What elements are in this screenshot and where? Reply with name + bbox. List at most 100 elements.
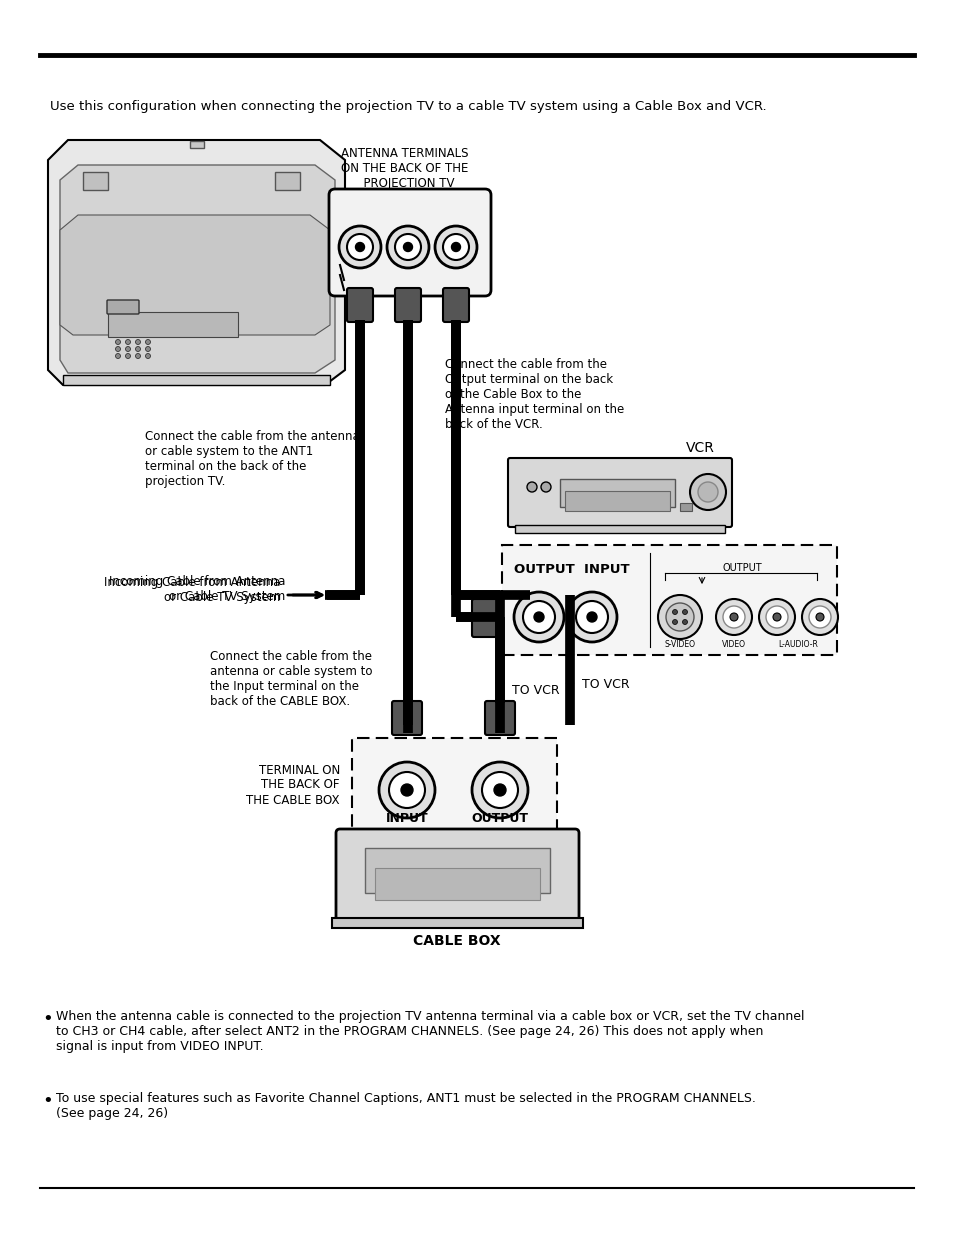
Circle shape (115, 347, 120, 352)
Circle shape (801, 599, 837, 635)
Text: Use this configuration when connecting the projection TV to a cable TV system us: Use this configuration when connecting t… (50, 100, 766, 112)
Polygon shape (60, 165, 335, 373)
Circle shape (126, 353, 131, 358)
Text: TERMINAL ON
THE BACK OF
THE CABLE BOX: TERMINAL ON THE BACK OF THE CABLE BOX (246, 763, 339, 806)
Circle shape (347, 233, 373, 261)
Text: OUTPUT: OUTPUT (721, 563, 761, 573)
Text: Incoming Cable from Antenna
or Cable TV System: Incoming Cable from Antenna or Cable TV … (109, 576, 285, 603)
Circle shape (808, 606, 830, 629)
Circle shape (442, 233, 469, 261)
Circle shape (451, 242, 460, 252)
Polygon shape (48, 140, 345, 385)
Bar (365, 848, 550, 893)
Circle shape (729, 613, 738, 621)
Circle shape (126, 340, 131, 345)
FancyBboxPatch shape (335, 829, 578, 923)
FancyBboxPatch shape (329, 189, 491, 296)
Text: Incoming Cable from Antenna
or Cable TV System: Incoming Cable from Antenna or Cable TV … (104, 576, 280, 604)
Text: ANTENNA TERMINALS
ON THE BACK OF THE
  PROJECTION TV: ANTENNA TERMINALS ON THE BACK OF THE PRO… (341, 147, 468, 190)
Bar (559, 479, 675, 508)
Circle shape (146, 347, 151, 352)
Polygon shape (60, 215, 330, 335)
Circle shape (665, 603, 693, 631)
Text: •: • (42, 1010, 52, 1028)
Circle shape (472, 762, 527, 818)
FancyBboxPatch shape (347, 288, 373, 322)
Text: L-AUDIO-R: L-AUDIO-R (778, 640, 817, 650)
Circle shape (135, 353, 140, 358)
Bar (190, 141, 204, 148)
Circle shape (540, 482, 551, 492)
Bar (564, 492, 669, 511)
Text: OUTPUT  INPUT: OUTPUT INPUT (514, 563, 629, 576)
Circle shape (566, 592, 617, 642)
Circle shape (716, 599, 751, 635)
Circle shape (146, 340, 151, 345)
Bar (83, 172, 108, 190)
Circle shape (658, 595, 701, 638)
Circle shape (126, 347, 131, 352)
Circle shape (115, 353, 120, 358)
Text: INPUT: INPUT (385, 811, 428, 825)
Circle shape (146, 353, 151, 358)
Text: Connect the cable from the antenna
or cable system to the ANT1
terminal on the b: Connect the cable from the antenna or ca… (145, 430, 359, 488)
Text: S-VIDEO: S-VIDEO (664, 640, 695, 650)
Text: CABLE BOX: CABLE BOX (413, 934, 500, 948)
FancyBboxPatch shape (395, 288, 420, 322)
FancyBboxPatch shape (107, 300, 139, 314)
Circle shape (772, 613, 781, 621)
Circle shape (698, 482, 718, 501)
Circle shape (514, 592, 563, 642)
Circle shape (815, 613, 823, 621)
Circle shape (586, 613, 597, 622)
FancyBboxPatch shape (352, 739, 557, 832)
Circle shape (681, 610, 687, 615)
FancyBboxPatch shape (507, 458, 731, 527)
Text: VCR: VCR (685, 441, 714, 454)
FancyBboxPatch shape (392, 701, 421, 735)
Bar (274, 172, 299, 190)
Text: VIDEO: VIDEO (721, 640, 745, 650)
Circle shape (689, 474, 725, 510)
Circle shape (672, 620, 677, 625)
Circle shape (681, 620, 687, 625)
FancyBboxPatch shape (442, 288, 469, 322)
Bar (515, 525, 724, 534)
Text: To use special features such as Favorite Channel Captions, ANT1 must be selected: To use special features such as Favorite… (56, 1092, 755, 1120)
Circle shape (765, 606, 787, 629)
FancyBboxPatch shape (501, 545, 836, 655)
Text: When the antenna cable is connected to the projection TV antenna terminal via a : When the antenna cable is connected to t… (56, 1010, 803, 1053)
Circle shape (481, 772, 517, 808)
Bar (63, 375, 330, 385)
Circle shape (355, 242, 364, 252)
Circle shape (338, 226, 380, 268)
Bar (375, 868, 539, 900)
Circle shape (389, 772, 424, 808)
Circle shape (135, 340, 140, 345)
Circle shape (395, 233, 420, 261)
Text: OUTPUT: OUTPUT (471, 811, 528, 825)
Text: TO VCR: TO VCR (512, 683, 559, 697)
Circle shape (526, 482, 537, 492)
Circle shape (387, 226, 429, 268)
Circle shape (672, 610, 677, 615)
Circle shape (494, 784, 505, 797)
Circle shape (435, 226, 476, 268)
Bar (108, 312, 237, 337)
Circle shape (135, 347, 140, 352)
Text: •: • (42, 1092, 52, 1110)
Circle shape (534, 613, 543, 622)
Circle shape (722, 606, 744, 629)
Circle shape (403, 242, 412, 252)
Text: TO VCR: TO VCR (581, 678, 629, 692)
Circle shape (759, 599, 794, 635)
Circle shape (115, 340, 120, 345)
Circle shape (378, 762, 435, 818)
Circle shape (400, 784, 413, 797)
Text: Connect the cable from the
Output terminal on the back
of the Cable Box to the
A: Connect the cable from the Output termin… (444, 358, 623, 431)
FancyBboxPatch shape (472, 599, 501, 637)
FancyBboxPatch shape (484, 701, 515, 735)
Bar (679, 503, 691, 511)
Text: Connect the cable from the
antenna or cable system to
the Input terminal on the
: Connect the cable from the antenna or ca… (210, 650, 372, 708)
Bar (332, 918, 582, 927)
